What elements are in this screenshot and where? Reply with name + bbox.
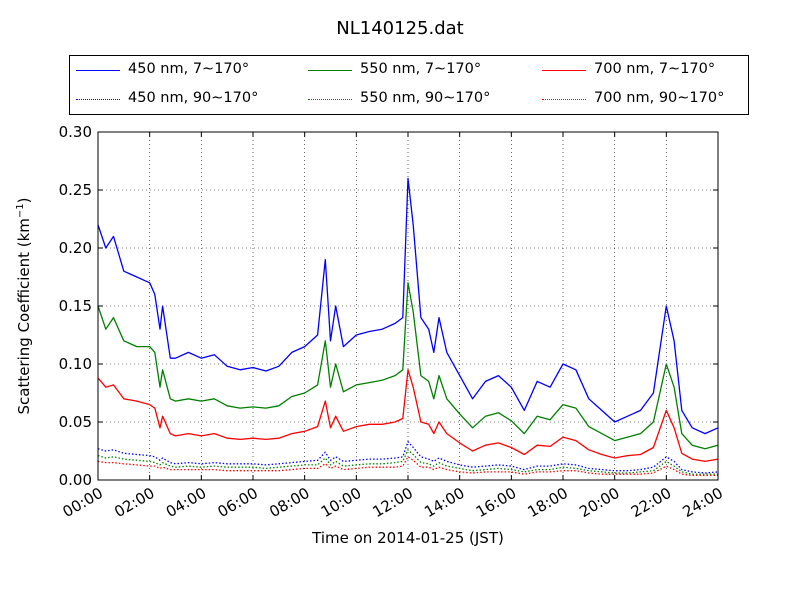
legend-swatch-700-dotted <box>542 99 586 100</box>
y-tick-label: 0.10 <box>59 355 92 373</box>
legend-swatch-550-dotted <box>308 99 352 100</box>
x-tick-label: 00:00 <box>60 484 106 521</box>
x-tick-label: 22:00 <box>628 484 674 521</box>
series-line-0 <box>97 177 719 435</box>
legend-label: 550 nm, 7∼170° <box>360 61 482 77</box>
series-line-5 <box>97 456 718 477</box>
x-tick-label: 20:00 <box>576 484 622 521</box>
chart-title: NL140125.dat <box>336 18 464 39</box>
x-tick-label: 04:00 <box>163 484 209 521</box>
legend-swatch-700-solid <box>542 70 586 71</box>
legend: 450 nm, 7∼170° 550 nm, 7∼170° 700 nm, 7∼… <box>69 55 749 115</box>
x-tick-label: 10:00 <box>318 484 364 521</box>
x-tick-label: 18:00 <box>525 484 571 521</box>
series-line-3 <box>97 441 719 474</box>
legend-label: 700 nm, 90∼170° <box>594 90 725 106</box>
y-axis-label-close: ) <box>15 197 33 204</box>
legend-label: 550 nm, 90∼170° <box>360 90 491 106</box>
y-tick-label: 0.00 <box>59 471 92 489</box>
legend-swatch-450-dotted <box>76 99 120 100</box>
y-axis-label-exponent: −1 <box>15 203 26 219</box>
y-tick-label: 0.15 <box>59 297 92 315</box>
x-tick-label: 06:00 <box>215 484 261 521</box>
x-axis-label: Time on 2014-01-25 (JST) <box>312 529 504 547</box>
legend-swatch-550-solid <box>308 70 352 71</box>
y-axis-label: Scattering Coefficient (km−1) <box>15 197 33 414</box>
legend-label: 700 nm, 7∼170° <box>594 61 716 77</box>
x-tick-label: 14:00 <box>421 484 467 521</box>
y-tick-label: 0.30 <box>59 123 92 141</box>
legend-label: 450 nm, 90∼170° <box>128 90 259 106</box>
y-tick-label: 0.20 <box>59 239 92 257</box>
legend-label: 450 nm, 7∼170° <box>128 61 250 77</box>
y-axis-label-text: Scattering Coefficient (km <box>15 218 33 415</box>
y-tick-label: 0.25 <box>59 181 92 199</box>
series-line-2 <box>97 369 719 463</box>
series-line-1 <box>97 282 719 450</box>
legend-swatch-450-solid <box>76 70 120 71</box>
x-tick-label: 02:00 <box>111 484 157 521</box>
y-tick-label: 0.05 <box>59 413 92 431</box>
x-tick-label: 08:00 <box>266 484 312 521</box>
x-tick-label: 24:00 <box>680 484 726 521</box>
x-tick-label: 12:00 <box>370 484 416 521</box>
x-tick-label: 16:00 <box>473 484 519 521</box>
y-axis: 0.00 0.05 0.10 0.15 0.20 0.25 0.30 <box>59 123 718 489</box>
series-lines <box>97 177 719 477</box>
